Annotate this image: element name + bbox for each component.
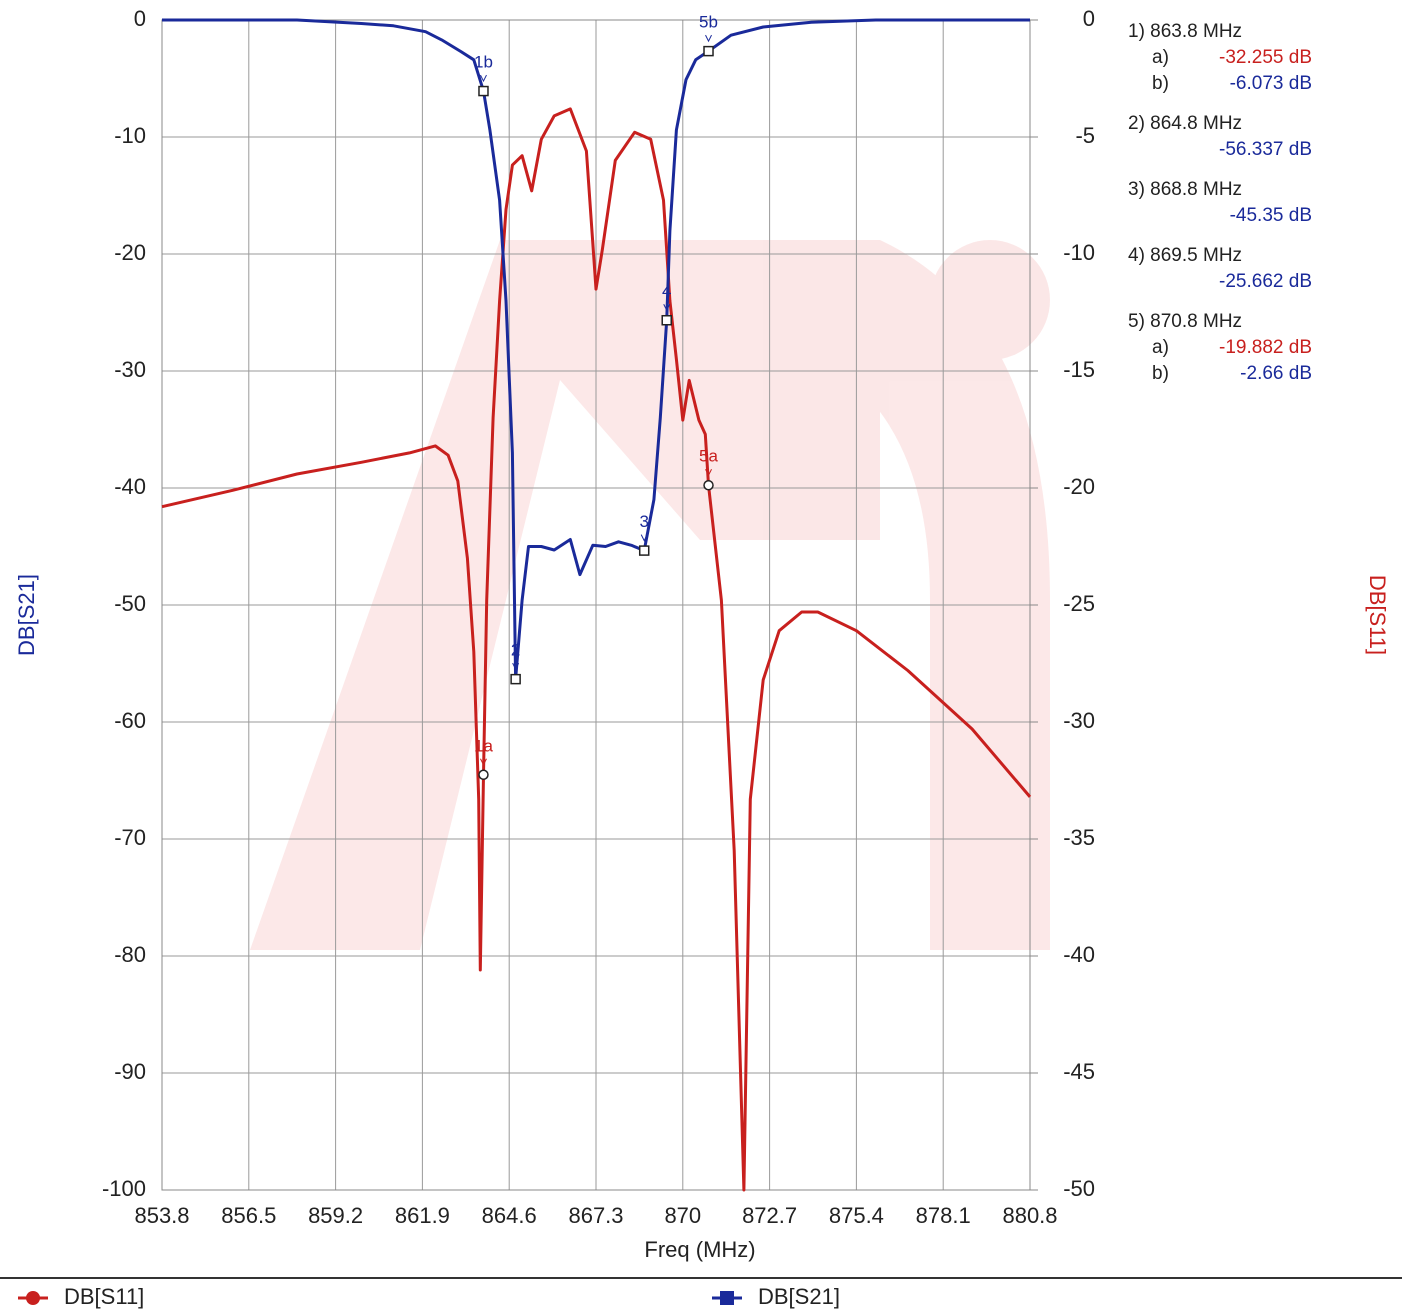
y2-tick-label: -20 [1063, 474, 1095, 499]
y-tick-label: -20 [114, 240, 146, 265]
marker-arrow [480, 74, 487, 83]
x-tick-label: 859.2 [308, 1203, 363, 1228]
readout-prefix: b) [1152, 363, 1169, 384]
marker [478, 769, 489, 781]
y-tick-label: -40 [114, 474, 146, 499]
series-line [161, 107, 1032, 1192]
readout-title: 5) 870.8 MHz [1128, 311, 1242, 332]
x-tick-label: 875.4 [829, 1203, 884, 1228]
y2-tick-label: -50 [1063, 1176, 1095, 1201]
x-tick-label: 864.6 [482, 1203, 537, 1228]
marker [510, 673, 521, 685]
readout-value: -6.073 dB [1230, 73, 1312, 94]
y-tick-label: -60 [114, 708, 146, 733]
marker-label: 1b [474, 53, 493, 72]
x-tick-label: 856.5 [221, 1203, 276, 1228]
y2-tick-label: -45 [1063, 1059, 1095, 1084]
readout-value: -25.662 dB [1219, 271, 1312, 292]
marker-arrow [705, 469, 712, 477]
y2-tick-label: -30 [1063, 708, 1095, 733]
x-tick-label: 870 [664, 1203, 701, 1228]
readout-title: 2) 864.8 MHz [1128, 113, 1242, 134]
y-axis-title: DB[S21] [14, 574, 39, 656]
x-tick-label: 878.1 [916, 1203, 971, 1228]
marker [703, 45, 714, 57]
marker-arrow [480, 758, 487, 766]
marker-label: 3 [639, 512, 648, 531]
y-tick-label: -90 [114, 1059, 146, 1084]
readout-value: -32.255 dB [1219, 47, 1312, 68]
marker-label: 5a [699, 447, 718, 466]
readout-value: -19.882 dB [1219, 337, 1312, 358]
y-tick-label: -80 [114, 942, 146, 967]
marker [661, 314, 672, 326]
marker-arrow [512, 662, 520, 671]
y-tick-label: -10 [114, 123, 146, 148]
readout-value: -2.66 dB [1240, 363, 1312, 384]
y2-tick-label: -40 [1063, 942, 1095, 967]
x-tick-label: 867.3 [568, 1203, 623, 1228]
readout-prefix: a) [1152, 337, 1169, 358]
x-tick-label: 880.8 [1002, 1203, 1057, 1228]
marker-label: 4 [662, 282, 671, 301]
x-tick-label: 861.9 [395, 1203, 450, 1228]
x-axis-title: Freq (MHz) [644, 1237, 755, 1262]
y2-tick-label: -35 [1063, 825, 1095, 850]
marker [478, 85, 489, 97]
x-tick-label: 872.7 [742, 1203, 797, 1228]
y-tick-label: -30 [114, 357, 146, 382]
legend-label: DB[S11] [64, 1284, 144, 1309]
y-tick-label: -100 [102, 1176, 146, 1201]
y-tick-label: 0 [134, 6, 146, 31]
y2-tick-label: 0 [1083, 6, 1095, 31]
marker [703, 479, 714, 491]
readout-title: 4) 869.5 MHz [1128, 245, 1242, 266]
readout-prefix: a) [1152, 47, 1169, 68]
watermark [250, 240, 1050, 950]
readout-prefix: b) [1152, 73, 1169, 94]
marker-label: 2 [511, 641, 520, 660]
readout-title: 3) 868.8 MHz [1128, 179, 1242, 200]
marker-label: 1a [474, 736, 493, 755]
y2-tick-label: -15 [1063, 357, 1095, 382]
legend-symbol [26, 1291, 40, 1305]
marker-arrow [663, 304, 671, 312]
y-tick-label: -70 [114, 825, 146, 850]
marker-label: 5b [699, 13, 718, 32]
marker [638, 545, 650, 556]
legend-symbol [720, 1291, 734, 1305]
y2-axis-title: DB[S11] [1365, 575, 1390, 655]
marker-arrow [705, 34, 712, 43]
plot-frame [161, 19, 1031, 1191]
y2-tick-label: -25 [1063, 591, 1095, 616]
readout-value: -45.35 dB [1230, 205, 1312, 226]
y2-tick-label: -5 [1075, 123, 1095, 148]
y2-tick-label: -10 [1063, 240, 1095, 265]
series-line [162, 18, 1030, 681]
readout-value: -56.337 dB [1219, 139, 1312, 160]
readout-title: 1) 863.8 MHz [1128, 21, 1242, 42]
legend-label: DB[S21] [758, 1284, 840, 1309]
y-tick-label: -50 [114, 591, 146, 616]
x-tick-label: 853.8 [134, 1203, 189, 1228]
marker-arrow [640, 534, 648, 542]
